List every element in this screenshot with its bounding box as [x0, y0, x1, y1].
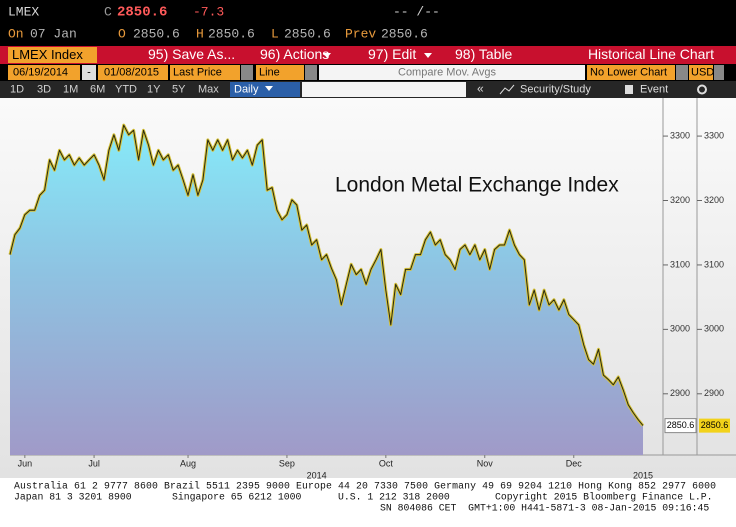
- change: -7.3: [193, 4, 224, 19]
- currency: USD: [691, 66, 714, 78]
- low-label: L: [271, 26, 279, 41]
- last-value-tag: [664, 418, 697, 434]
- y-tick-label: 3100: [704, 259, 724, 269]
- area: [10, 125, 643, 455]
- last-value-tag: [699, 418, 730, 433]
- close: 2850.6: [117, 5, 167, 21]
- security: LMEX Index: [12, 47, 83, 62]
- range-button[interactable]: 1D: [10, 83, 24, 95]
- x-tick-label: Nov: [477, 458, 494, 468]
- range-button[interactable]: 5Y: [172, 83, 186, 95]
- event[interactable]: Event: [640, 83, 668, 95]
- quote-bar: [0, 0, 736, 46]
- toolbar-button[interactable]: 95) Save As...: [148, 46, 235, 62]
- period: Daily: [234, 83, 259, 95]
- low: 2850.6: [284, 26, 331, 41]
- line: [9, 124, 644, 426]
- style-select[interactable]: [256, 65, 304, 80]
- lower-select[interactable]: [587, 65, 675, 80]
- footer-line: U.S. 1 212 318 2000: [338, 492, 450, 503]
- range-button[interactable]: 6M: [90, 83, 105, 95]
- date-sep: -: [87, 66, 91, 78]
- dropdown[interactable]: [241, 65, 253, 80]
- y-tick-label: 3100: [670, 259, 690, 269]
- settings-gear[interactable]: [697, 84, 707, 95]
- footer-line: SN 804086 CET GMT+1:00 H441-5871-3 08-Ja…: [380, 503, 709, 514]
- sep-box: [82, 65, 96, 80]
- currency-select[interactable]: [689, 65, 713, 80]
- open: 2850.6: [133, 26, 180, 41]
- toolbar: [0, 46, 736, 64]
- ticker: LMEX: [8, 4, 39, 19]
- year-label: 2015: [633, 470, 653, 480]
- high: 2850.6: [208, 26, 255, 41]
- y-tick-label: 2900: [670, 388, 690, 398]
- toolbar-button[interactable]: 98) Table: [455, 46, 513, 62]
- start-field[interactable]: [8, 65, 80, 80]
- open-label: O: [118, 26, 126, 41]
- collapse[interactable]: «: [477, 82, 484, 96]
- y-tick-label: 3200: [670, 195, 690, 205]
- x-tick-label: Oct: [379, 458, 394, 468]
- range-button[interactable]: 1Y: [147, 83, 161, 95]
- last-value-label: 2850.6: [701, 420, 729, 430]
- time: -- /--: [393, 4, 440, 19]
- x-tick-label: Jun: [18, 458, 33, 468]
- x-tick-label: Sep: [279, 458, 295, 468]
- compare: Compare Mov. Avgs: [398, 66, 497, 78]
- field: Last Price: [173, 66, 222, 78]
- prev: 2850.6: [381, 26, 428, 41]
- last-value-label: 2850.6: [667, 420, 695, 430]
- date: 07 Jan: [30, 26, 77, 41]
- x-tick-label: Dec: [566, 458, 583, 468]
- compare-field[interactable]: [319, 65, 585, 80]
- period-select[interactable]: [230, 82, 300, 97]
- range-button[interactable]: YTD: [115, 83, 137, 95]
- dropdown[interactable]: [714, 65, 724, 80]
- y-tick-label: 2900: [704, 388, 724, 398]
- close-label: C: [104, 4, 112, 19]
- y-tick-label: 3200: [704, 195, 724, 205]
- event-icon: [625, 85, 633, 94]
- chart-title: London Metal Exchange Index: [335, 174, 619, 197]
- end-field[interactable]: [98, 65, 168, 80]
- dropdown[interactable]: [305, 65, 317, 80]
- y-tick-label: 3000: [670, 324, 690, 334]
- range-button[interactable]: 3D: [37, 83, 51, 95]
- style: Line: [259, 66, 280, 78]
- study[interactable]: Security/Study: [520, 83, 591, 95]
- end-date: 01/08/2015: [104, 66, 159, 78]
- y-tick-label: 3300: [704, 130, 724, 140]
- field-select[interactable]: [170, 65, 240, 80]
- toolbar-button[interactable]: 96) Actions: [260, 46, 329, 62]
- blank-field: [302, 82, 466, 97]
- dropdown-arrow: [265, 86, 273, 91]
- x-tick-label: Aug: [180, 458, 196, 468]
- date-label: On: [8, 26, 24, 41]
- footer-line: Japan 81 3 3201 8900: [14, 492, 132, 503]
- range-button[interactable]: 1M: [63, 83, 78, 95]
- dropdown[interactable]: [676, 65, 688, 80]
- footer-line: Copyright 2015 Bloomberg Finance L.P.: [495, 492, 713, 503]
- x-tick-label: Jul: [88, 458, 100, 468]
- view-title: Historical Line Chart: [588, 46, 714, 62]
- y-tick-label: 3000: [704, 324, 724, 334]
- range-button[interactable]: Max: [198, 83, 219, 95]
- year-label: 2014: [307, 470, 327, 480]
- footer-line: Singapore 65 6212 1000: [172, 492, 301, 503]
- toolbar-button[interactable]: 97) Edit: [368, 46, 416, 62]
- prev-label: Prev: [345, 26, 376, 41]
- study-icon: [499, 84, 515, 95]
- security-field[interactable]: [8, 47, 97, 63]
- lower: No Lower Chart: [590, 66, 667, 78]
- high-label: H: [196, 26, 204, 41]
- start-date: 06/19/2014: [13, 66, 68, 78]
- footer-line: Australia 61 2 9777 8600 Brazil 5511 239…: [14, 481, 716, 492]
- y-tick-label: 3300: [670, 130, 690, 140]
